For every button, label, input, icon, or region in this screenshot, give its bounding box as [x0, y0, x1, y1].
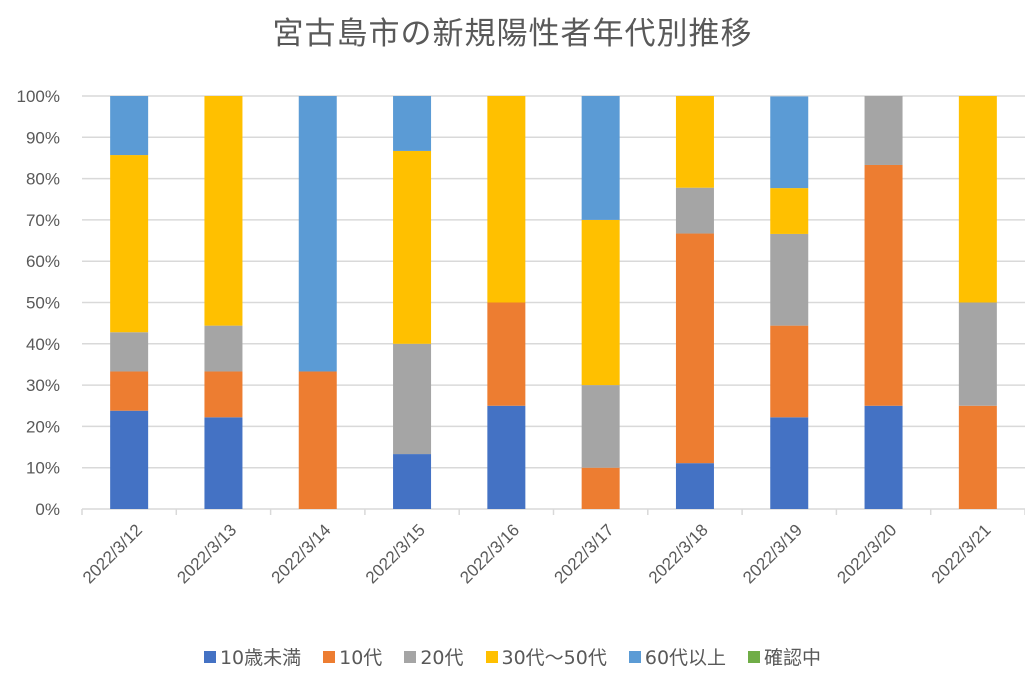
bar-segment [393, 150, 432, 344]
legend-label: 10代 [339, 647, 383, 669]
y-tick-label: 80% [26, 170, 60, 189]
bar-segment [110, 155, 149, 333]
bar-segment [487, 96, 526, 303]
y-tick-label: 70% [26, 211, 60, 230]
bar-segment [770, 417, 809, 509]
bar-segment [487, 405, 526, 509]
bar-segment [110, 96, 149, 156]
legend-item: 10代 [323, 643, 382, 670]
x-tick-label: 2022/3/19 [739, 520, 806, 587]
y-tick-label: 100% [17, 87, 60, 106]
y-tick-label: 60% [26, 252, 60, 271]
x-tick-label: 2022/3/12 [79, 520, 146, 587]
bar-segment [675, 187, 714, 234]
bar-segment [581, 219, 620, 386]
y-tick-label: 20% [26, 417, 60, 436]
y-tick-label: 40% [26, 335, 60, 354]
bar-segment [581, 385, 620, 468]
bar-segment [487, 302, 526, 406]
bar-segment [581, 96, 620, 220]
legend-swatch [628, 650, 641, 663]
x-tick-label: 2022/3/21 [928, 520, 995, 587]
bar-segment [864, 96, 903, 165]
bar-segment [864, 405, 903, 509]
legend-item: 30代〜50代 [485, 643, 607, 670]
bar-segment [770, 233, 809, 326]
legend-swatch [404, 650, 417, 663]
bar-segment [770, 325, 809, 418]
legend-label: 確認中 [764, 647, 822, 669]
bar-segment [204, 96, 243, 326]
x-tick-label: 2022/3/14 [268, 520, 335, 587]
legend-swatch [485, 650, 498, 663]
bar-segment [393, 343, 432, 455]
legend-swatch [203, 650, 216, 663]
bar-segment [204, 371, 243, 418]
legend-item: 10歳未満 [203, 643, 302, 670]
y-tick-label: 10% [26, 459, 60, 478]
bar-segment [958, 96, 997, 303]
bar-segment [958, 405, 997, 509]
bar-segment [675, 96, 714, 188]
bar-segment [393, 454, 432, 509]
x-tick-label: 2022/3/20 [833, 520, 900, 587]
x-tick-label: 2022/3/15 [362, 520, 429, 587]
bar-segment [110, 410, 149, 509]
bar-segment [204, 325, 243, 372]
x-tick-label: 2022/3/17 [551, 520, 618, 587]
legend-swatch [748, 650, 761, 663]
x-tick-label: 2022/3/18 [645, 520, 712, 587]
bar-segment [770, 188, 809, 234]
bar-segment [204, 417, 243, 509]
bar-segment [958, 302, 997, 406]
legend-item: 確認中 [748, 643, 821, 670]
y-tick-label: 50% [26, 294, 60, 313]
bar-segment [298, 96, 337, 372]
bar-segment [393, 96, 432, 151]
legend-label: 60代以上 [644, 647, 727, 669]
legend-label: 30代〜50代 [501, 647, 607, 669]
y-tick-label: 0% [35, 500, 60, 519]
bar-segment [864, 164, 903, 406]
chart-title: 宮古島市の新規陽性者年代別推移 [272, 16, 753, 52]
x-tick-label: 2022/3/13 [173, 520, 240, 587]
chart-plot: 0% 10% 20% 30% 40% 50% 60% 70% 80% 90% 100% 2022/3/… [17, 87, 1025, 587]
x-tick-label: 2022/3/16 [456, 520, 523, 587]
bar-segment [675, 233, 714, 464]
bar-segment [298, 371, 337, 509]
legend-label: 10歳未満 [219, 647, 302, 669]
y-tick-label: 30% [26, 376, 60, 395]
legend-label: 20代 [420, 647, 464, 669]
legend-swatch [323, 650, 336, 663]
bar-segment [110, 332, 149, 372]
bar-segment [581, 467, 620, 509]
bar-segment [675, 463, 714, 509]
chart-legend: 10歳未満 10代 20代 30代〜50代 60代以上 確認中 [0, 643, 1025, 670]
legend-item: 20代 [404, 643, 464, 670]
legend-item: 60代以上 [628, 643, 727, 670]
bar-segment [770, 96, 809, 189]
y-tick-label: 90% [26, 128, 60, 147]
bar-segment [110, 371, 149, 411]
